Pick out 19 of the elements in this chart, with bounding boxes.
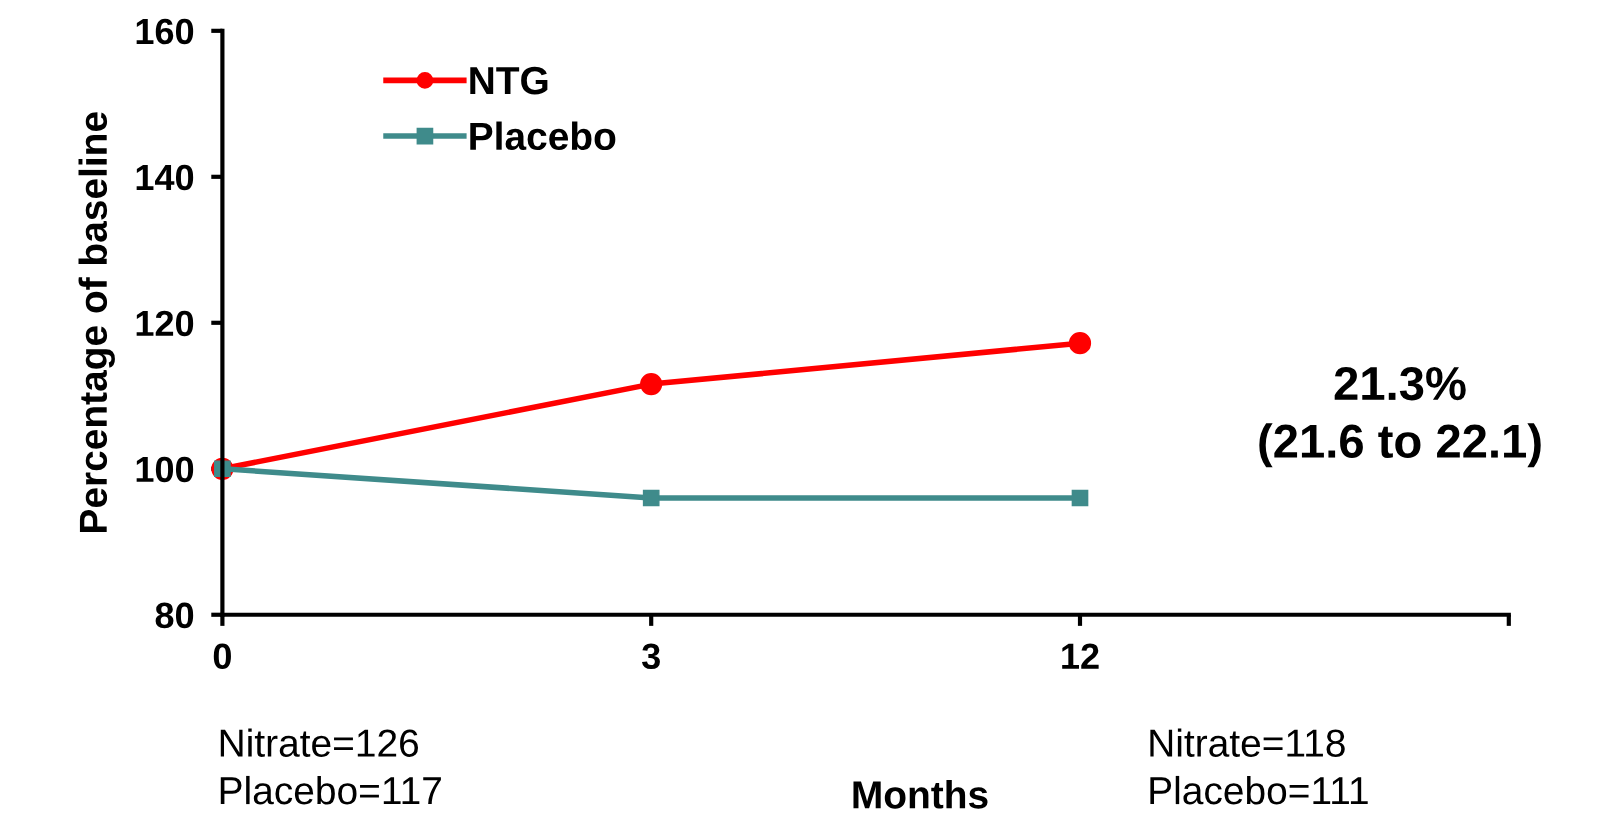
x-tick-label: 3 bbox=[641, 643, 660, 670]
y-tick-label: 100 bbox=[136, 456, 194, 483]
point bbox=[640, 372, 663, 396]
annotation: 21.3% (21.6 to 22.1) bbox=[1259, 366, 1541, 468]
x-tick-label: 12 bbox=[1062, 643, 1099, 669]
x-tick-label: 0 bbox=[213, 643, 231, 670]
legend-label: NTG bbox=[470, 66, 548, 95]
y-tick-label: 120 bbox=[136, 310, 194, 337]
point bbox=[1068, 332, 1092, 355]
text: Nitrate=118 Placebo=111 bbox=[1150, 728, 1368, 805]
x-axis-title: Months bbox=[853, 780, 988, 809]
y-axis-title: Percentage of baseline bbox=[78, 112, 115, 532]
y-tick-label: 160 bbox=[136, 18, 194, 45]
y-tick-label: 140 bbox=[136, 164, 194, 191]
y-tick-label: 80 bbox=[155, 602, 194, 629]
point bbox=[1071, 489, 1089, 507]
point bbox=[642, 489, 660, 507]
legend-label: Placebo bbox=[470, 121, 616, 151]
text: Nitrate=126 Placebo=117 bbox=[220, 728, 441, 805]
